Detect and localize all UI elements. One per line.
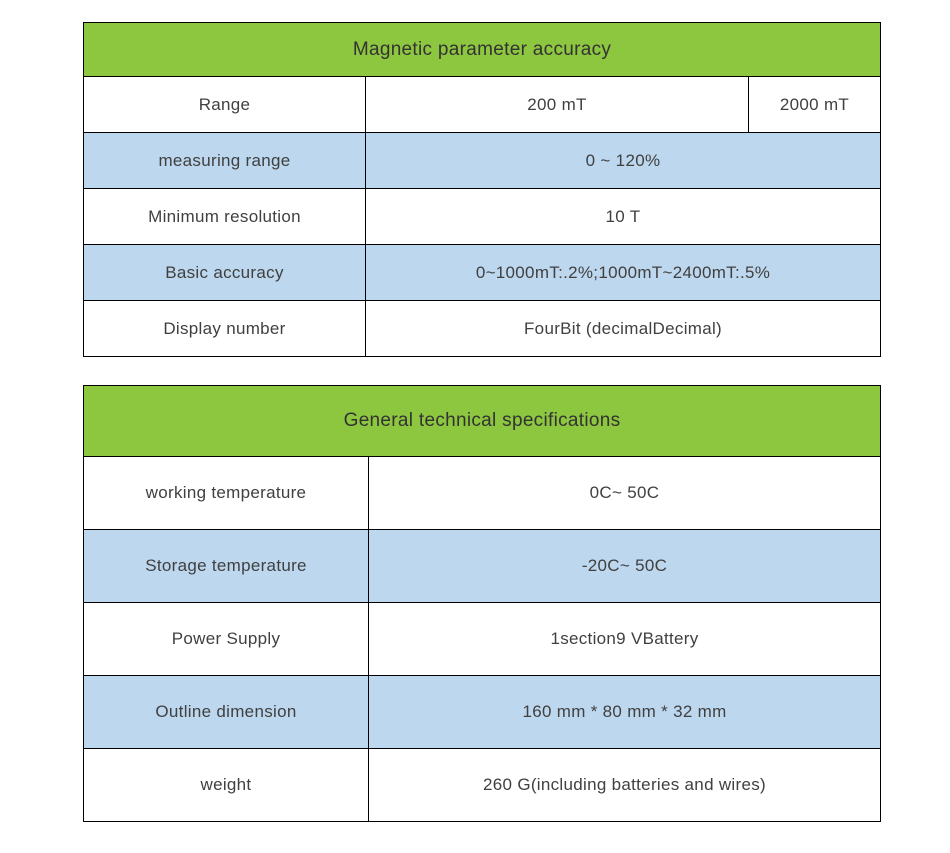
table-header-row: Magnetic parameter accuracy: [82, 22, 882, 77]
table-row: weight 260 G(including batteries and wir…: [83, 748, 882, 822]
row-label: Basic accuracy: [83, 244, 366, 301]
row-value: 260 G(including batteries and wires): [367, 748, 882, 822]
row-label: weight: [83, 748, 369, 822]
row-label: Minimum resolution: [83, 188, 366, 245]
row-label: Display number: [83, 300, 366, 357]
row-value: 160 mm * 80 mm * 32 mm: [367, 675, 882, 749]
row-value: 0 ~ 120%: [364, 132, 882, 189]
table-row: Storage temperature -20C~ 50C: [83, 529, 882, 603]
table-row: Display number FourBit (decimalDecimal): [83, 300, 882, 357]
row-value: -20C~ 50C: [367, 529, 882, 603]
table-row: Basic accuracy 0~1000mT:.2%;1000mT~2400m…: [83, 244, 882, 301]
range-label: Range: [83, 76, 366, 133]
range-value-2: 2000 mT: [747, 76, 882, 133]
magnetic-parameter-table: Magnetic parameter accuracy Range 200 mT…: [82, 22, 882, 357]
table-row: Power Supply 1section9 VBattery: [83, 602, 882, 676]
row-value: 1section9 VBattery: [367, 602, 882, 676]
general-specifications-table: General technical specifications working…: [82, 385, 882, 822]
row-label: Storage temperature: [83, 529, 369, 603]
row-label: Outline dimension: [83, 675, 369, 749]
magnetic-table-title: Magnetic parameter accuracy: [82, 22, 882, 77]
range-value-1: 200 mT: [365, 76, 749, 133]
row-value: 0~1000mT:.2%;1000mT~2400mT:.5%: [364, 244, 882, 301]
table-row: Range 200 mT 2000 mT: [83, 76, 882, 133]
table-row: Minimum resolution 10 T: [83, 188, 882, 245]
table-row: Outline dimension 160 mm * 80 mm * 32 mm: [83, 675, 882, 749]
row-value: 0C~ 50C: [367, 456, 882, 530]
row-label: working temperature: [83, 456, 369, 530]
general-table-title: General technical specifications: [82, 385, 882, 457]
table-row: working temperature 0C~ 50C: [83, 456, 882, 530]
row-value: 10 T: [364, 188, 882, 245]
table-header-row: General technical specifications: [82, 385, 882, 457]
row-label: measuring range: [83, 132, 366, 189]
row-value: FourBit (decimalDecimal): [364, 300, 882, 357]
table-row: measuring range 0 ~ 120%: [83, 132, 882, 189]
row-label: Power Supply: [83, 602, 369, 676]
